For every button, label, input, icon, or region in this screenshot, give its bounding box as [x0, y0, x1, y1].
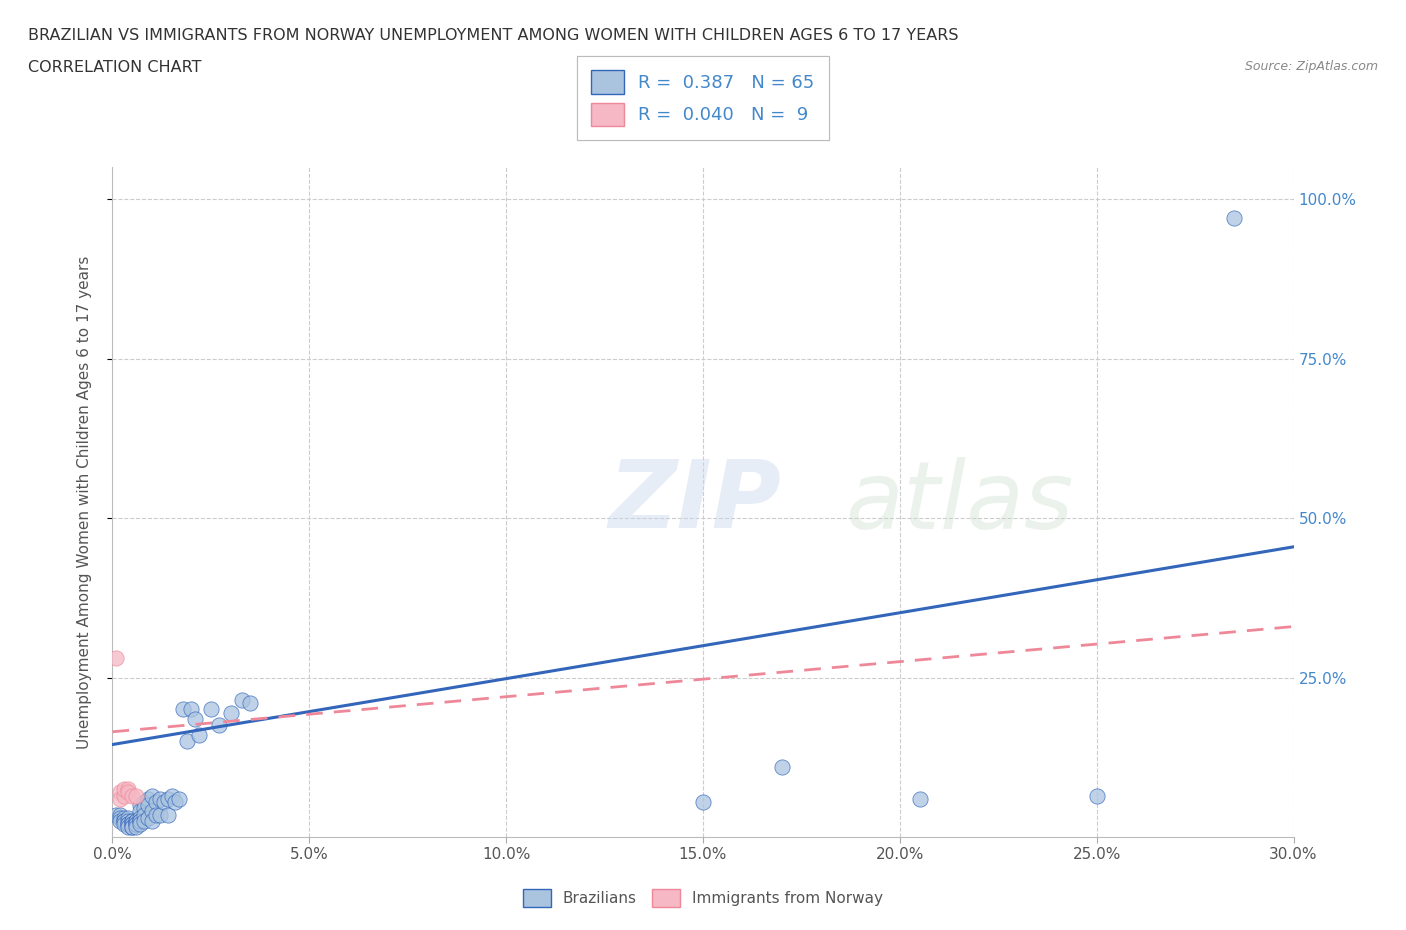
Point — [129, 817, 152, 831]
Point — [1223, 211, 1246, 226]
Point — [125, 820, 148, 835]
Point — [129, 814, 152, 829]
Point — [125, 814, 148, 829]
Point — [110, 791, 132, 806]
Point — [152, 794, 174, 809]
Point — [132, 794, 155, 809]
Point — [165, 794, 187, 809]
Point — [184, 711, 207, 726]
Point — [172, 702, 194, 717]
Point — [132, 807, 155, 822]
Point — [239, 696, 262, 711]
Point — [132, 801, 155, 816]
Point — [156, 807, 179, 822]
Point — [176, 734, 198, 749]
Point — [141, 804, 163, 819]
Point — [231, 693, 253, 708]
Point — [121, 814, 143, 829]
Point — [121, 817, 143, 831]
Text: BRAZILIAN VS IMMIGRANTS FROM NORWAY UNEMPLOYMENT AMONG WOMEN WITH CHILDREN AGES : BRAZILIAN VS IMMIGRANTS FROM NORWAY UNEM… — [28, 28, 959, 43]
Point — [117, 814, 139, 829]
Legend: Brazilians, Immigrants from Norway: Brazilians, Immigrants from Norway — [517, 884, 889, 913]
Point — [141, 814, 163, 829]
Point — [149, 807, 172, 822]
Point — [112, 817, 135, 831]
Point — [136, 810, 159, 825]
Point — [110, 785, 132, 800]
Point — [117, 785, 139, 800]
Point — [180, 702, 202, 717]
Point — [132, 814, 155, 829]
Point — [129, 814, 152, 829]
Point — [121, 817, 143, 831]
Point — [117, 810, 139, 825]
Point — [105, 651, 128, 666]
Point — [200, 702, 222, 717]
Point — [117, 820, 139, 835]
Point — [110, 814, 132, 829]
Point — [117, 817, 139, 831]
Point — [125, 817, 148, 831]
Text: CORRELATION CHART: CORRELATION CHART — [28, 60, 201, 75]
Point — [125, 788, 148, 803]
Point — [129, 810, 152, 825]
Point — [149, 791, 172, 806]
Point — [125, 814, 148, 829]
Legend: R =  0.387   N = 65, R =  0.040   N =  9: R = 0.387 N = 65, R = 0.040 N = 9 — [576, 56, 830, 140]
Point — [121, 820, 143, 835]
Point — [160, 788, 183, 803]
Point — [112, 814, 135, 829]
Point — [156, 791, 179, 806]
Point — [145, 807, 167, 822]
Text: atlas: atlas — [845, 457, 1073, 548]
Point — [110, 807, 132, 822]
Text: Source: ZipAtlas.com: Source: ZipAtlas.com — [1244, 60, 1378, 73]
Point — [121, 820, 143, 835]
Point — [112, 788, 135, 803]
Point — [219, 705, 242, 720]
Point — [112, 810, 135, 825]
Point — [121, 814, 143, 829]
Point — [110, 810, 132, 825]
Point — [125, 817, 148, 831]
Point — [105, 807, 128, 822]
Point — [112, 782, 135, 797]
Y-axis label: Unemployment Among Women with Children Ages 6 to 17 years: Unemployment Among Women with Children A… — [77, 256, 91, 749]
Point — [136, 791, 159, 806]
Point — [117, 782, 139, 797]
Point — [770, 760, 793, 775]
Point — [112, 814, 135, 829]
Point — [1085, 788, 1108, 803]
Point — [208, 718, 231, 733]
Point — [692, 794, 714, 809]
Text: ZIP: ZIP — [609, 457, 782, 548]
Point — [908, 791, 931, 806]
Point — [136, 798, 159, 813]
Point — [141, 788, 163, 803]
Point — [129, 798, 152, 813]
Point — [188, 727, 211, 742]
Point — [169, 791, 191, 806]
Point — [121, 788, 143, 803]
Point — [145, 794, 167, 809]
Point — [129, 804, 152, 819]
Point — [117, 817, 139, 831]
